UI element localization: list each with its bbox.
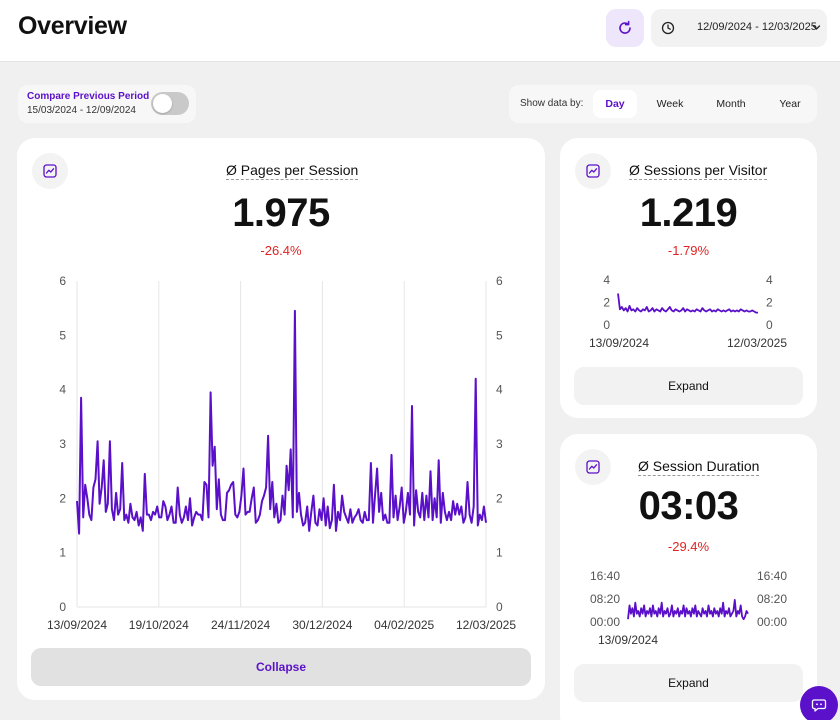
y-tick-label-left: 2 xyxy=(59,491,66,505)
series-line xyxy=(627,599,749,621)
pages-per-session-card: Ø Pages per Session 1.975 -26.4% 13/09/2… xyxy=(17,138,545,700)
y-tick-label-right: 1 xyxy=(496,546,503,560)
series-line xyxy=(76,309,487,535)
chart-icon-container xyxy=(32,153,68,189)
card-title: Ø Session Duration xyxy=(638,458,760,476)
compare-previous-period: Compare Previous Period 15/03/2024 - 12/… xyxy=(18,85,196,123)
collapse-button[interactable]: Collapse xyxy=(31,648,531,686)
sessions-per-visitor-chart: 0 0 2 2 4 4 13/09/2024 12/03/2025 xyxy=(589,273,787,350)
y-tick-label-right: 16:40 xyxy=(757,569,787,583)
session-duration-chart: 00:00 00:00 08:20 08:20 16:40 16:40 13/09/2024 xyxy=(590,569,787,647)
line-chart-icon xyxy=(586,164,600,178)
segment-month[interactable]: Month xyxy=(716,98,746,110)
card-title: Ø Pages per Session xyxy=(226,162,359,180)
chat-support-button[interactable] xyxy=(800,686,838,720)
y-tick-label-left: 5 xyxy=(59,328,66,342)
toggle-knob xyxy=(153,94,172,113)
refresh-icon xyxy=(619,20,631,34)
compare-toggle[interactable] xyxy=(151,92,189,115)
session-duration-card: Ø Session Duration 03:03 -29.4% 00:00 00:… xyxy=(560,434,817,720)
series-line xyxy=(617,293,758,314)
y-tick-label-left: 4 xyxy=(603,273,610,287)
y-tick-label-left: 16:40 xyxy=(590,569,620,583)
y-tick-label-left: 0 xyxy=(59,600,66,614)
x-tick-label: 19/10/2024 xyxy=(129,618,189,632)
y-tick-label-right: 5 xyxy=(496,328,503,342)
date-range-picker[interactable]: 12/09/2024 - 12/03/2025 xyxy=(651,9,827,47)
y-tick-label-right: 08:20 xyxy=(757,592,787,606)
metric-change: -26.4% xyxy=(260,243,302,258)
y-tick-label-right: 4 xyxy=(766,273,773,287)
y-tick-label-left: 3 xyxy=(59,437,66,451)
compare-range: 15/03/2024 - 12/09/2024 xyxy=(27,105,136,116)
chat-icon xyxy=(811,699,827,712)
x-tick-label: 13/09/2024 xyxy=(589,336,649,350)
y-tick-label-right: 0 xyxy=(496,600,503,614)
x-tick-label: 24/11/2024 xyxy=(211,618,270,632)
metric-value: 1.219 xyxy=(639,191,738,235)
expand-button[interactable]: Expand xyxy=(574,664,803,702)
top-bar: Overview 12/09/2024 - 12/03/2025 xyxy=(0,0,840,62)
y-tick-label-right: 6 xyxy=(496,274,503,288)
clock-icon xyxy=(661,21,675,35)
y-tick-label-right: 00:00 xyxy=(757,615,787,629)
metric-change: -29.4% xyxy=(667,539,710,554)
x-tick-label: 12/03/2025 xyxy=(456,618,516,632)
refresh-button[interactable] xyxy=(606,9,644,47)
x-tick-label: 04/02/2025 xyxy=(374,618,434,632)
chart-icon-container xyxy=(575,449,611,485)
metric-change: -1.79% xyxy=(667,243,710,258)
y-tick-label-left: 1 xyxy=(59,546,66,560)
y-tick-label-right: 3 xyxy=(496,437,503,451)
x-tick-label: 30/12/2024 xyxy=(292,618,352,632)
date-range-text: 12/09/2024 - 12/03/2025 xyxy=(697,21,817,33)
show-data-by: Show data by: Day Week Month Year xyxy=(509,85,817,123)
y-tick-label-right: 4 xyxy=(496,383,503,397)
show-data-by-label: Show data by: xyxy=(520,98,584,109)
y-tick-label-left: 0 xyxy=(603,318,610,332)
metric-value: 1.975 xyxy=(232,191,330,235)
chevron-down-icon xyxy=(812,25,821,30)
line-chart-icon xyxy=(586,460,600,474)
y-tick-label-right: 2 xyxy=(766,296,773,310)
expand-button[interactable]: Expand xyxy=(574,367,803,405)
chart-icon-container xyxy=(575,153,611,189)
y-tick-label-left: 4 xyxy=(59,383,66,397)
x-tick-label: 13/09/2024 xyxy=(598,633,658,647)
x-tick-label: 12/03/2025 xyxy=(727,336,787,350)
metric-value: 03:03 xyxy=(638,484,739,528)
compare-label: Compare Previous Period xyxy=(27,91,150,102)
y-tick-label-right: 0 xyxy=(766,318,773,332)
x-tick-label: 13/09/2024 xyxy=(47,618,107,632)
y-tick-label-left: 08:20 xyxy=(590,592,620,606)
segment-day[interactable]: Day xyxy=(593,90,637,118)
y-tick-label-left: 6 xyxy=(59,274,66,288)
y-tick-label-left: 2 xyxy=(603,296,610,310)
segment-year[interactable]: Year xyxy=(779,98,801,110)
pages-per-session-chart: 13/09/2024 19/10/2024 24/11/2024 30/12/2024… xyxy=(47,274,516,632)
page-title: Overview xyxy=(18,12,127,40)
segment-week[interactable]: Week xyxy=(656,98,684,110)
y-tick-label-right: 2 xyxy=(496,491,503,505)
y-tick-label-left: 00:00 xyxy=(590,615,620,629)
card-title: Ø Sessions per Visitor xyxy=(629,162,768,180)
sessions-per-visitor-card: Ø Sessions per Visitor 1.219 -1.79% 0 0 2 2… xyxy=(560,138,817,418)
line-chart-icon xyxy=(43,164,57,178)
